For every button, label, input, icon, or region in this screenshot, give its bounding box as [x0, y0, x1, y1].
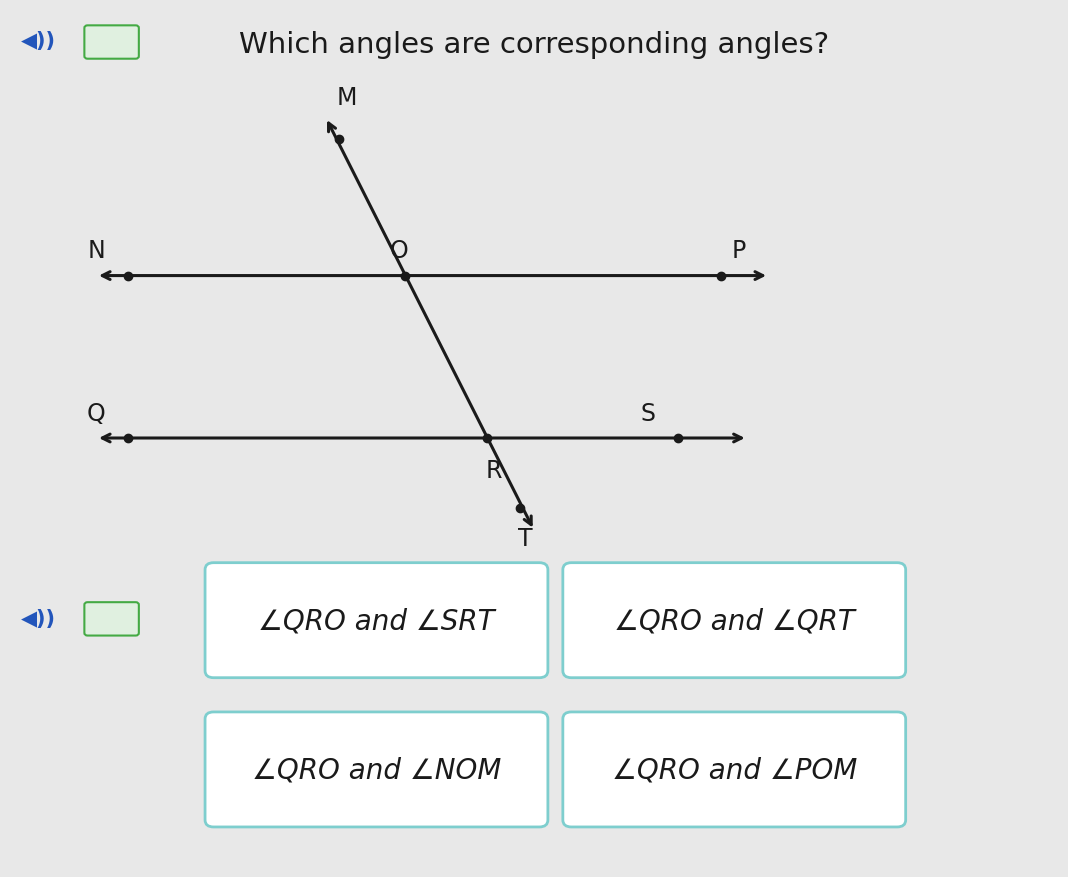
Text: ∠QRO and ∠NOM: ∠QRO and ∠NOM: [252, 756, 501, 783]
Text: P: P: [732, 239, 745, 263]
Text: xA: xA: [104, 37, 119, 49]
Text: Which angles are corresponding angles?: Which angles are corresponding angles?: [239, 31, 829, 59]
FancyBboxPatch shape: [563, 563, 906, 678]
FancyBboxPatch shape: [84, 602, 139, 636]
Text: M: M: [336, 86, 357, 110]
Text: O: O: [390, 239, 409, 263]
Text: Q: Q: [87, 402, 106, 425]
FancyBboxPatch shape: [205, 563, 548, 678]
Text: T: T: [518, 526, 533, 550]
Text: ◀)): ◀)): [21, 609, 57, 628]
FancyBboxPatch shape: [84, 26, 139, 60]
Text: ∠QRO and ∠POM: ∠QRO and ∠POM: [612, 756, 857, 783]
FancyBboxPatch shape: [205, 712, 548, 827]
FancyBboxPatch shape: [563, 712, 906, 827]
Text: ∠QRO and ∠SRT: ∠QRO and ∠SRT: [258, 607, 494, 634]
Text: R: R: [486, 459, 502, 482]
Text: ∠QRO and ∠QRT: ∠QRO and ∠QRT: [614, 607, 854, 634]
Text: xA: xA: [104, 613, 119, 625]
Text: S: S: [641, 402, 656, 425]
Text: ◀)): ◀)): [21, 31, 57, 51]
Text: N: N: [88, 239, 105, 263]
